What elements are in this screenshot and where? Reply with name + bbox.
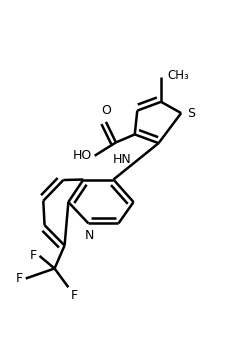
Text: F: F <box>71 289 78 302</box>
Text: N: N <box>85 229 94 242</box>
Text: CH₃: CH₃ <box>167 69 189 82</box>
Text: HN: HN <box>113 153 132 166</box>
Text: F: F <box>16 272 23 285</box>
Text: S: S <box>187 107 195 120</box>
Text: O: O <box>101 104 111 117</box>
Text: F: F <box>30 249 37 262</box>
Text: HO: HO <box>73 149 92 162</box>
